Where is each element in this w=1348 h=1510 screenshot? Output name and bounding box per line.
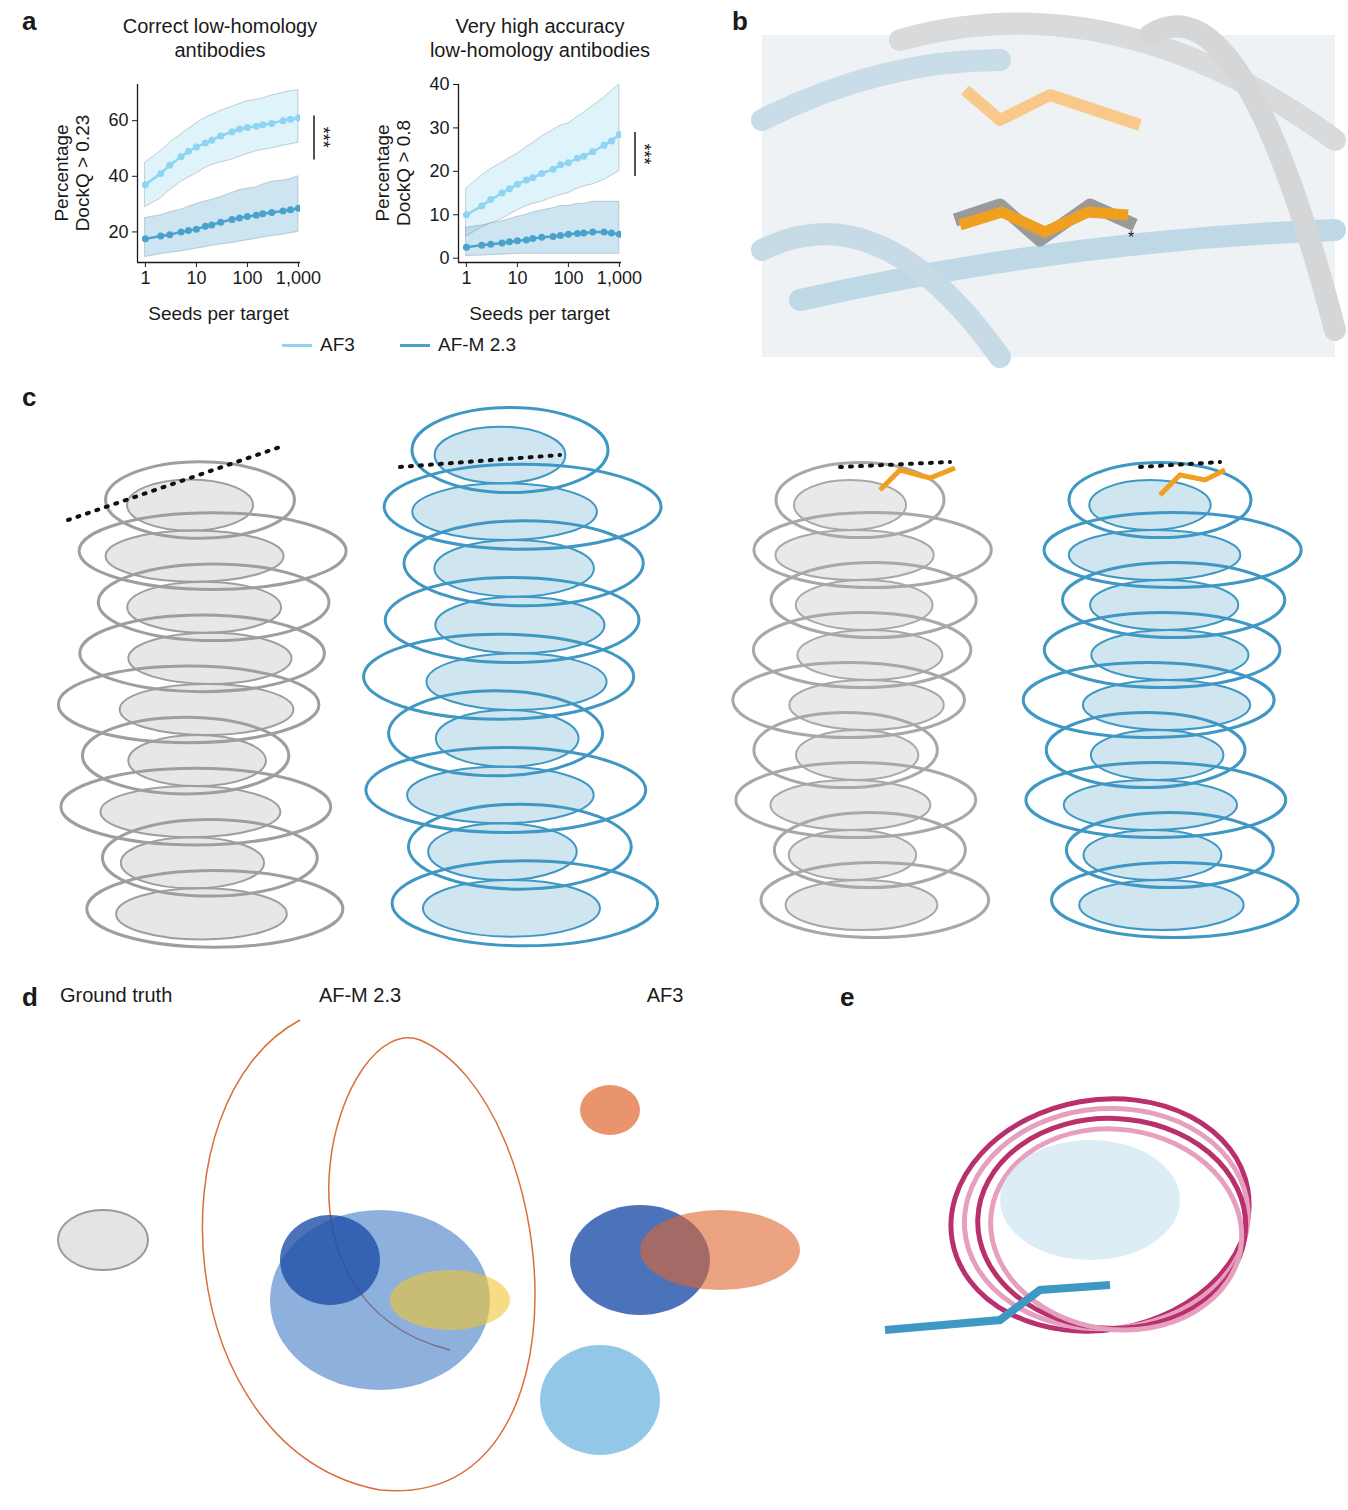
- html-text:Percentage: Percentage: [51, 124, 72, 222]
- svg-text:40: 40: [108, 166, 128, 186]
- svg-text:40: 40: [429, 74, 449, 94]
- html-text:b: b: [732, 6, 748, 36]
- svg-text:10: 10: [429, 205, 449, 225]
- svg-text:1: 1: [140, 268, 150, 288]
- html-text:AF-M 2.3: AF-M 2.3: [438, 334, 517, 355]
- svg-text:10: 10: [186, 268, 206, 288]
- svg-text:20: 20: [429, 161, 449, 181]
- html-text:Seeds per target: Seeds per target: [469, 303, 610, 324]
- svg-text:***: ***: [313, 127, 333, 148]
- html-text:AF3: AF3: [320, 334, 355, 355]
- html-text:e: e: [840, 982, 855, 1012]
- svg-text:1,000: 1,000: [276, 268, 321, 288]
- svg-text:30: 30: [429, 118, 449, 138]
- html-text:Seeds per target: Seeds per target: [148, 303, 289, 324]
- svg-text:20: 20: [108, 222, 128, 242]
- html-text:AF-M 2.3: AF-M 2.3: [318, 984, 402, 1006]
- html-text:DockQ > 0.8: DockQ > 0.8: [393, 119, 414, 227]
- svg-text:100: 100: [232, 268, 262, 288]
- html-text:Very high accuracy: Very high accuracy: [455, 15, 625, 37]
- svg-text:1,000: 1,000: [597, 268, 642, 288]
- html-text:DockQ > 0.23: DockQ > 0.23: [72, 114, 93, 232]
- html-text:antibodies: antibodies: [174, 39, 266, 61]
- svg-text:1: 1: [461, 268, 471, 288]
- html-text:AF3: AF3: [646, 984, 684, 1006]
- svg-text:100: 100: [553, 268, 583, 288]
- html-text:d: d: [22, 982, 38, 1012]
- html-text:Correct low-homology: Correct low-homology: [122, 15, 318, 37]
- svg-text:60: 60: [108, 110, 128, 130]
- html-text:low-homology antibodies: low-homology antibodies: [429, 39, 651, 61]
- html-text:Percentage: Percentage: [372, 124, 393, 222]
- html-text:a: a: [22, 6, 37, 36]
- svg-text:0: 0: [439, 248, 449, 268]
- html-text:Ground truth: Ground truth: [60, 984, 173, 1006]
- svg-text:***: ***: [634, 143, 654, 164]
- html-text:c: c: [22, 382, 37, 412]
- svg-text:10: 10: [507, 268, 527, 288]
- svg-text:*: *: [1128, 229, 1134, 246]
